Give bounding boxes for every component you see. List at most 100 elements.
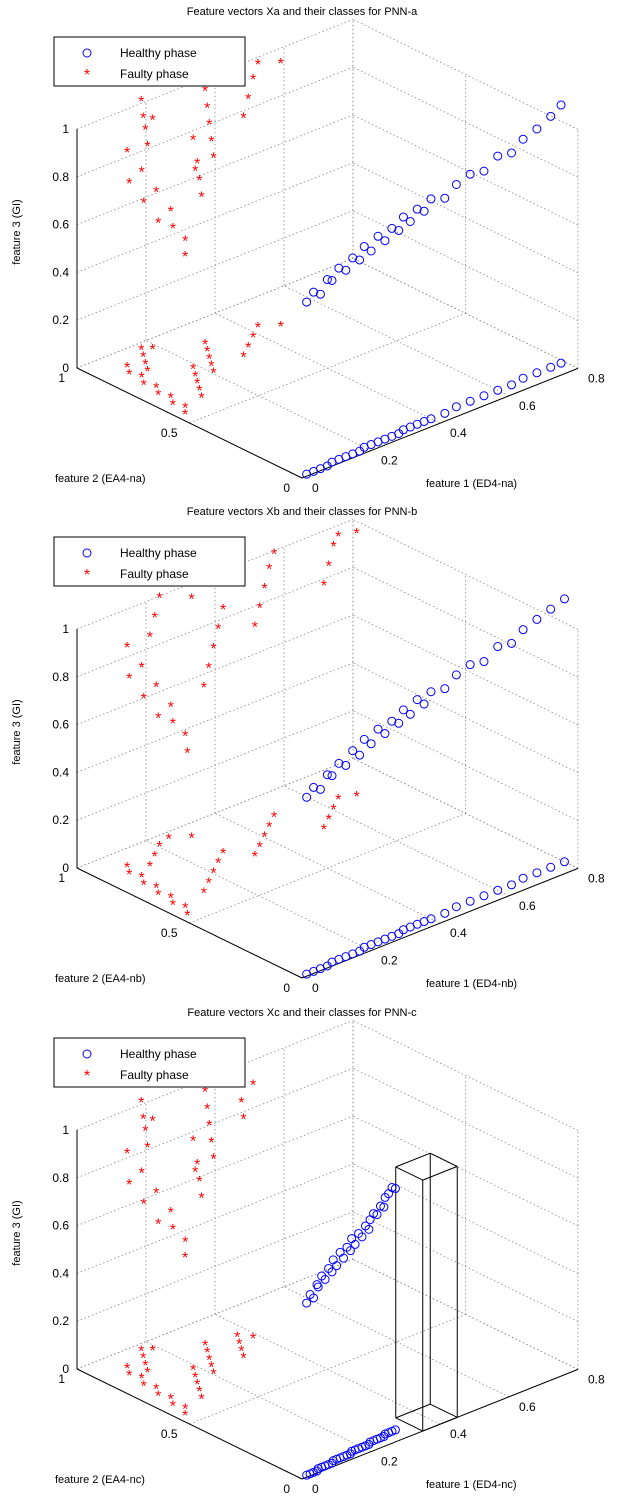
x-tick-label: 0: [312, 481, 319, 495]
data-point: *: [170, 716, 176, 733]
legend-marker: [82, 1049, 92, 1059]
data-point: [479, 166, 489, 176]
data-point-projection: *: [124, 360, 130, 377]
legend-label: Healthy phase: [120, 46, 197, 60]
data-point: [380, 236, 390, 246]
data-point: [348, 253, 358, 263]
data-point: [332, 1261, 342, 1271]
data-point-projection: *: [124, 1361, 130, 1378]
data-point: [334, 263, 344, 273]
data-point: [327, 1267, 337, 1277]
data-point: *: [210, 641, 216, 658]
data-point: *: [140, 111, 146, 128]
data-point: [327, 275, 337, 285]
x-tick-label: 0.2: [381, 1455, 398, 1469]
data-point: [387, 716, 397, 726]
data-point: [302, 1298, 312, 1308]
data-point-projection: [518, 373, 528, 383]
data-point-projection: *: [236, 1336, 242, 1353]
data-point-projection: *: [206, 875, 212, 892]
data-point: [324, 1263, 334, 1273]
data-point: [451, 670, 461, 680]
z-axis-label: feature 3 (GI): [11, 199, 23, 264]
data-point-projection: *: [271, 810, 277, 827]
x-axis-label: feature 1 (ED4-nc): [426, 1479, 516, 1491]
data-point-projection: *: [142, 1358, 148, 1375]
data-point: *: [278, 56, 284, 73]
y-tick-label: 0: [283, 1482, 290, 1496]
data-point: [465, 660, 475, 670]
data-point-projection: *: [126, 867, 132, 884]
data-point-projection: *: [206, 1352, 212, 1369]
data-point-projection: *: [210, 1367, 216, 1384]
legend-label: Healthy phase: [120, 546, 197, 560]
data-point: [365, 1215, 375, 1225]
data-point-projection: *: [192, 1370, 198, 1387]
data-point-projection: *: [170, 1399, 176, 1416]
data-point-projection: *: [250, 330, 256, 347]
data-point: [359, 734, 369, 744]
legend: Healthy phase * Faulty phase: [53, 36, 246, 87]
x-tick-label: 0.6: [519, 1400, 536, 1414]
legend-label: Faulty phase: [120, 67, 189, 81]
data-point: *: [257, 600, 263, 617]
chart-panel-1: ****************************************…: [11, 6, 605, 495]
data-point: [465, 169, 475, 179]
data-point: *: [192, 1164, 198, 1181]
data-point: [341, 265, 351, 275]
z-tick-label: 0.4: [52, 1266, 69, 1280]
data-point: [379, 1202, 389, 1212]
data-point: [328, 1255, 338, 1265]
data-point-projection: *: [240, 1351, 246, 1368]
data-point: *: [201, 680, 207, 697]
y-tick-label: 1: [58, 371, 65, 385]
x-axis-label: feature 1 (ED4-na): [426, 478, 517, 490]
data-point: [373, 231, 383, 241]
data-point: [426, 194, 436, 204]
data-point-projection: [479, 391, 489, 401]
z-tick-label: 1: [62, 122, 69, 136]
data-point-projection: *: [210, 866, 216, 883]
data-point: [309, 287, 319, 297]
data-point-projection: *: [188, 830, 194, 847]
data-point: *: [124, 1146, 130, 1163]
data-point: *: [198, 190, 204, 207]
data-point: [366, 739, 376, 749]
data-point-projection: [390, 1425, 400, 1435]
data-point-projection: *: [141, 377, 147, 394]
x-tick-label: 0.6: [519, 399, 536, 413]
data-point: [426, 687, 436, 697]
data-point: *: [168, 1205, 174, 1222]
data-point: *: [153, 1185, 159, 1202]
data-point-projection: *: [155, 388, 161, 405]
data-point: *: [126, 1177, 132, 1194]
data-point-projection: *: [190, 362, 196, 379]
chart-panel-3: ****************************************…: [11, 1007, 605, 1496]
data-point-projection: [440, 408, 450, 418]
chart-title: Feature vectors Xa and their classes for…: [187, 6, 418, 18]
data-point-projection: *: [149, 342, 155, 359]
data-point-projection: *: [144, 364, 150, 381]
data-point: [546, 111, 556, 121]
data-point: *: [142, 123, 148, 140]
data-point-projection: *: [208, 358, 214, 375]
data-point-projection: *: [155, 1389, 161, 1406]
x-axis-label: feature 1 (ED4-nb): [426, 978, 517, 990]
x-tick-label: 0: [312, 1482, 319, 1496]
data-point-projection: *: [139, 870, 145, 887]
data-point: *: [124, 145, 130, 162]
data-point-projection: *: [192, 369, 198, 386]
data-point-projection: [440, 908, 450, 918]
data-point-projection: [493, 885, 503, 895]
z-tick-label: 0: [62, 361, 69, 375]
data-point-projection: [507, 380, 517, 390]
data-point: [345, 1246, 355, 1256]
data-point: *: [192, 163, 198, 180]
y-tick-label: 0.5: [161, 1427, 178, 1441]
series-healthy: [302, 1183, 400, 1480]
data-point-projection: *: [196, 383, 202, 400]
data-point-projection: [532, 868, 542, 878]
series-faulty: ****************************************…: [124, 56, 284, 424]
data-point-projection: *: [208, 1359, 214, 1376]
data-point: [394, 718, 404, 728]
